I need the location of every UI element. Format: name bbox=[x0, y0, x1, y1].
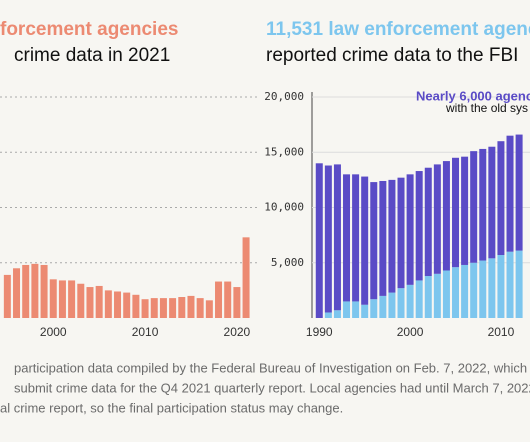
bar bbox=[379, 295, 387, 318]
bar bbox=[95, 285, 103, 318]
bar bbox=[324, 312, 332, 318]
bar bbox=[506, 135, 514, 252]
bar bbox=[415, 171, 423, 281]
bar bbox=[104, 290, 112, 318]
bar bbox=[68, 280, 76, 318]
annotation: with the old sys bbox=[445, 101, 528, 115]
bar bbox=[406, 284, 414, 318]
note-line: submit crime data for the Q4 2021 quarte… bbox=[14, 380, 530, 395]
bar bbox=[343, 174, 351, 302]
left-title: forcement agencies bbox=[0, 19, 178, 40]
bar bbox=[388, 292, 396, 318]
bar bbox=[461, 156, 469, 265]
bar bbox=[506, 251, 514, 318]
bar bbox=[488, 146, 496, 259]
bar bbox=[515, 134, 523, 251]
left-subtitle: crime data in 2021 bbox=[14, 45, 170, 66]
bar bbox=[442, 270, 450, 318]
bar bbox=[343, 301, 351, 318]
bar bbox=[370, 299, 378, 318]
bar bbox=[86, 287, 94, 318]
bar bbox=[361, 176, 369, 305]
bar bbox=[433, 164, 441, 274]
bar bbox=[77, 283, 85, 318]
y-tick-label: 15,000 bbox=[264, 145, 304, 158]
bar bbox=[406, 174, 414, 285]
bar bbox=[370, 182, 378, 300]
bar bbox=[452, 267, 460, 318]
bar bbox=[233, 287, 241, 318]
bar bbox=[49, 279, 57, 318]
bar bbox=[352, 174, 360, 302]
bar bbox=[159, 298, 167, 318]
bar bbox=[488, 258, 496, 318]
bar bbox=[324, 165, 332, 313]
bar bbox=[58, 280, 66, 318]
bar bbox=[333, 164, 341, 311]
y-tick-label: 20,000 bbox=[264, 90, 304, 103]
bar bbox=[470, 151, 478, 263]
annotation: Nearly 6,000 agenci bbox=[416, 88, 530, 103]
bar bbox=[424, 167, 432, 277]
bar bbox=[178, 297, 186, 318]
bar bbox=[388, 179, 396, 293]
bar bbox=[433, 273, 441, 318]
x-tick-label: 2000 bbox=[397, 325, 424, 339]
bar bbox=[3, 274, 11, 318]
bar bbox=[452, 157, 460, 268]
bar bbox=[397, 177, 405, 289]
bar bbox=[479, 260, 487, 318]
bar bbox=[31, 263, 39, 318]
bar bbox=[22, 264, 30, 318]
bar bbox=[13, 268, 21, 318]
bar bbox=[515, 250, 523, 318]
bar bbox=[470, 262, 478, 318]
bar bbox=[352, 301, 360, 318]
bar bbox=[361, 304, 369, 318]
y-tick-label: 10,000 bbox=[264, 201, 304, 214]
bar bbox=[397, 288, 405, 318]
bar bbox=[196, 298, 204, 318]
bar bbox=[169, 298, 177, 318]
bar bbox=[242, 237, 250, 318]
y-tick-label: 5,000 bbox=[271, 256, 304, 269]
note-line: al crime report, so the final participat… bbox=[0, 400, 343, 415]
bar bbox=[215, 281, 223, 318]
bar bbox=[224, 281, 232, 318]
x-tick-label: 2010 bbox=[132, 325, 159, 339]
bar bbox=[315, 163, 323, 318]
bar bbox=[123, 292, 131, 318]
bar bbox=[442, 161, 450, 271]
bar bbox=[187, 295, 195, 318]
x-tick-label: 2010 bbox=[488, 325, 515, 339]
bar bbox=[379, 180, 387, 296]
bar bbox=[497, 141, 505, 256]
x-tick-label: 2000 bbox=[40, 325, 67, 339]
x-tick-label: 2020 bbox=[224, 325, 251, 339]
bar bbox=[114, 291, 122, 318]
right-title: 11,531 law enforcement agencies bbox=[266, 19, 530, 40]
bar bbox=[141, 299, 149, 318]
bar bbox=[333, 310, 341, 318]
bar bbox=[40, 264, 48, 318]
bar bbox=[479, 148, 487, 261]
bar bbox=[461, 264, 469, 318]
note-line: participation data compiled by the Feder… bbox=[14, 360, 530, 375]
right-subtitle: reported crime data to the FBI bbox=[266, 45, 518, 66]
x-tick-label: 1990 bbox=[306, 325, 333, 339]
bar bbox=[424, 276, 432, 318]
bar bbox=[150, 298, 158, 318]
bar bbox=[415, 280, 423, 318]
bar bbox=[205, 300, 213, 318]
bar bbox=[132, 294, 140, 318]
bar bbox=[497, 255, 505, 318]
